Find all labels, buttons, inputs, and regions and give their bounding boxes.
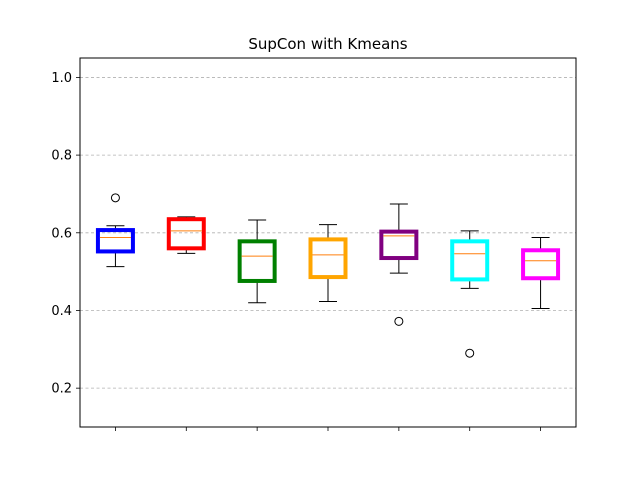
box-2 xyxy=(166,216,206,254)
box-7 xyxy=(521,236,561,310)
chart-title: SupCon with Kmeans xyxy=(248,35,407,53)
box-body xyxy=(95,228,135,254)
boxes xyxy=(95,193,561,358)
y-tick-label: 0.4 xyxy=(51,304,72,319)
box-body xyxy=(450,239,490,282)
outlier-point xyxy=(394,316,404,326)
plot-frame xyxy=(79,57,577,428)
y-tick-label: 0.2 xyxy=(51,382,72,397)
outlier-point xyxy=(110,193,120,203)
box-body xyxy=(379,229,419,261)
box-body xyxy=(521,248,561,281)
box-6 xyxy=(450,230,490,358)
y-tick-label: 0.6 xyxy=(51,226,72,241)
x-axis xyxy=(115,427,541,431)
outlier-point xyxy=(465,348,475,358)
box-4 xyxy=(308,224,348,303)
box-body xyxy=(237,239,277,283)
y-tick-label: 1.0 xyxy=(51,71,72,86)
box-body xyxy=(308,237,348,280)
box-3 xyxy=(237,219,277,304)
box-body xyxy=(166,217,206,251)
y-axis: 0.2 0.4 0.6 0.8 1.0 xyxy=(51,71,80,397)
box-1 xyxy=(95,193,135,268)
y-tick-label: 0.8 xyxy=(51,149,72,164)
box-5 xyxy=(379,203,419,326)
